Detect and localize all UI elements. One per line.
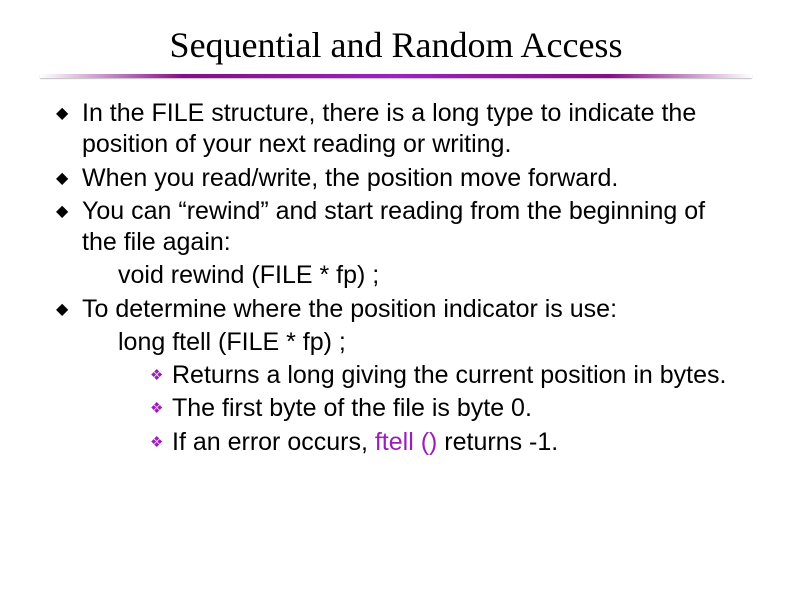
slide: Sequential and Random Access ◆ In the FI… (0, 0, 792, 612)
code-line: long ftell (FILE * fp) ; (118, 327, 736, 358)
bullet-text: You can “rewind” and start reading from … (82, 196, 736, 259)
title-underline (40, 74, 752, 78)
bullet-item: ◆ In the FILE structure, there is a long… (56, 98, 736, 161)
sub-bullet-text: Returns a long giving the current positi… (172, 360, 736, 391)
diamond-bullet-icon: ◆ (56, 163, 82, 194)
bullet-item: ◆ When you read/write, the position move… (56, 163, 736, 194)
slide-body: ◆ In the FILE structure, there is a long… (0, 98, 792, 458)
bullet-text: When you read/write, the position move f… (82, 163, 736, 194)
diamond-bullet-icon: ◆ (56, 196, 82, 227)
diamond-bullet-icon: ◆ (56, 98, 82, 129)
sub-bullet-item: ❖ The first byte of the file is byte 0. (150, 393, 736, 424)
keyword-text: ftell () (375, 428, 438, 456)
diamond-outline-bullet-icon: ❖ (150, 393, 172, 424)
sub-bullet-item: ❖ Returns a long giving the current posi… (150, 360, 736, 391)
text-run: returns -1. (437, 428, 558, 456)
bullet-item: ◆ You can “rewind” and start reading fro… (56, 196, 736, 259)
sub-bullet-item: ❖ If an error occurs, ftell () returns -… (150, 427, 736, 458)
sub-bullet-text: If an error occurs, ftell () returns -1. (172, 427, 736, 458)
code-line: void rewind (FILE * fp) ; (118, 260, 736, 291)
bullet-item: ◆ To determine where the position indica… (56, 294, 736, 325)
diamond-outline-bullet-icon: ❖ (150, 360, 172, 391)
text-run: If an error occurs, (172, 428, 375, 456)
sub-bullet-text: The first byte of the file is byte 0. (172, 393, 736, 424)
bullet-text: In the FILE structure, there is a long t… (82, 98, 736, 161)
diamond-outline-bullet-icon: ❖ (150, 427, 172, 458)
bullet-text: To determine where the position indicato… (82, 294, 736, 325)
diamond-bullet-icon: ◆ (56, 294, 82, 325)
slide-title: Sequential and Random Access (0, 0, 792, 74)
